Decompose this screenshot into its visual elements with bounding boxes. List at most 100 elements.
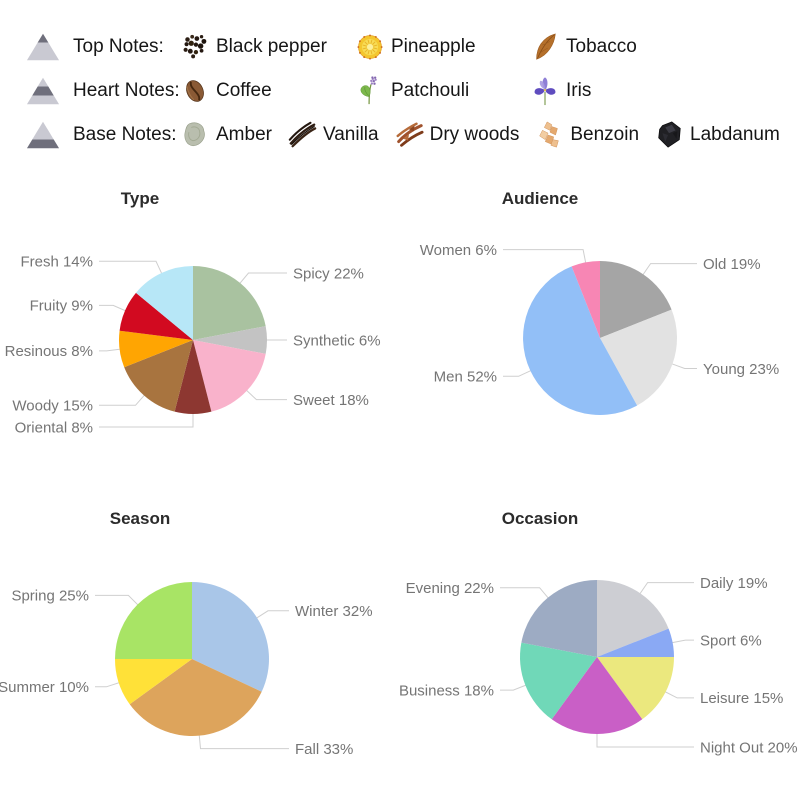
slice-women [571,261,600,338]
note-label: Amber [216,124,272,145]
leader-line-sport [671,639,694,644]
note-items: Black pepper Pineapple Tobacco [180,28,705,66]
pie-label-young: Young 23% [703,361,779,378]
chart-season: Season Winter 32% Fall 33% Summer 10% Spring… [0,490,400,800]
slice-business [519,642,597,720]
leader-line-summer [95,682,120,688]
note-label: Labdanum [690,124,780,145]
leader-line-evening [500,587,549,599]
leader-line-sweet [245,389,287,401]
note-item-benzoin[interactable]: Benzoin [534,119,639,151]
pie-label-oriental: Oriental 8% [15,419,93,436]
pineapple-icon [357,34,383,60]
note-item-labdanum[interactable]: Labdanum [654,119,780,151]
leader-line-daily [639,582,694,595]
pie-label-business: Business 18% [400,682,494,699]
slice-leisure [597,657,674,720]
note-row-top: Top Notes: Black pepper Pineapple Tobacco [0,28,800,66]
note-item-pineapple[interactable]: Pineapple [355,31,530,63]
chart-audience: Audience Old 19% Young 23% Men 52% Women 6% [400,180,800,490]
pie-chart-type: Spicy 22% Synthetic 6% Sweet 18% Oriental 8… [5,254,381,437]
slice-woody [124,340,193,412]
slice-young [600,309,678,406]
note-row-heart: Heart Notes: Coffee Patchouli Iris [0,72,800,110]
slice-daily [597,580,669,657]
note-label: Black pepper [216,36,327,57]
note-item-coffee[interactable]: Coffee [180,75,355,107]
note-label: Iris [566,80,592,101]
pie-label-fall: Fall 33% [295,741,353,758]
slice-sport [597,628,674,657]
note-item-amber[interactable]: Amber [180,119,272,151]
patchouli-icon [360,76,377,105]
pyramid-top-icon [26,33,60,61]
note-item-black-pepper[interactable]: Black pepper [180,31,355,63]
slice-fresh [135,266,193,340]
slice-evening [521,580,597,657]
leader-line-winter [255,610,289,619]
chart-title: Audience [501,189,579,208]
leader-line-resinous [99,348,121,352]
iris-icon [534,77,556,106]
note-label: Pineapple [391,36,476,57]
pie-label-sweet: Sweet 18% [293,392,369,409]
note-item-vanilla[interactable]: Vanilla [287,119,379,151]
pie-label-night-out: Night Out 20% [700,739,798,756]
amber-icon [184,122,205,147]
slice-fall [129,659,262,736]
leader-line-fruity [99,304,127,312]
pie-label-daily: Daily 19% [700,575,768,592]
slice-oriental [174,340,212,415]
pie-label-resinous: Resinous 8% [5,343,93,360]
note-item-iris[interactable]: Iris [530,75,705,107]
leader-line-fall [198,734,289,750]
note-item-patchouli[interactable]: Patchouli [355,75,530,107]
leader-line-spring [95,594,139,606]
slice-summer [115,659,192,705]
note-row-label-top: Top Notes: [73,36,164,57]
note-label: Dry woods [429,124,520,145]
pie-label-spicy: Spicy 22% [293,265,364,282]
chart-title: Type [120,189,160,208]
leader-line-men [503,369,532,377]
pie-label-fresh: Fresh 14% [20,254,93,271]
dry-woods-icon [396,122,424,147]
slice-synthetic [193,326,268,354]
pie-label-spring: Spring 25% [11,588,89,605]
slice-winter [192,582,270,692]
note-label: Benzoin [570,124,640,145]
note-row-label-heart: Heart Notes: [73,80,180,101]
leader-line-fresh [99,260,163,275]
note-label: Coffee [216,80,272,101]
leader-line-leisure [664,691,694,699]
leader-line-night-out [596,733,694,748]
slice-men [523,266,638,415]
pie-label-men: Men 52% [434,369,497,386]
note-items: Amber Vanilla Dry woods Benzoin Labdanum [180,116,795,154]
pie-label-sport: Sport 6% [700,632,762,649]
black-pepper-icon [183,34,207,59]
chart-title: Season [109,509,171,528]
pie-chart-audience: Old 19% Young 23% Men 52% Women 6% [420,242,779,415]
chart-type: Type Spicy 22% Synthetic 6% Sweet 18% Orient… [0,180,400,490]
pie-chart-occasion: Daily 19% Sport 6% Leisure 15% Night Out 20… [400,575,798,756]
benzoin-icon [539,121,560,148]
note-items: Coffee Patchouli Iris [180,72,705,110]
slice-old [600,261,672,338]
note-item-dry-woods[interactable]: Dry woods [394,119,520,151]
chart-title: Occasion [501,509,579,528]
pie-label-woody: Woody 15% [12,398,93,415]
slice-spring [115,582,192,659]
slice-sweet [193,340,266,412]
note-item-tobacco[interactable]: Tobacco [530,31,705,63]
leader-line-old [642,263,697,276]
labdanum-icon [658,121,681,148]
coffee-icon [186,80,204,102]
pie-label-winter: Winter 32% [295,603,373,620]
leader-line-woody [99,394,146,406]
leader-line-women [503,249,587,264]
note-row-base: Base Notes: Amber Vanilla Dry woods Benzo… [0,116,800,154]
leader-line-young [671,363,697,369]
pyramid-heart-icon [26,77,60,105]
